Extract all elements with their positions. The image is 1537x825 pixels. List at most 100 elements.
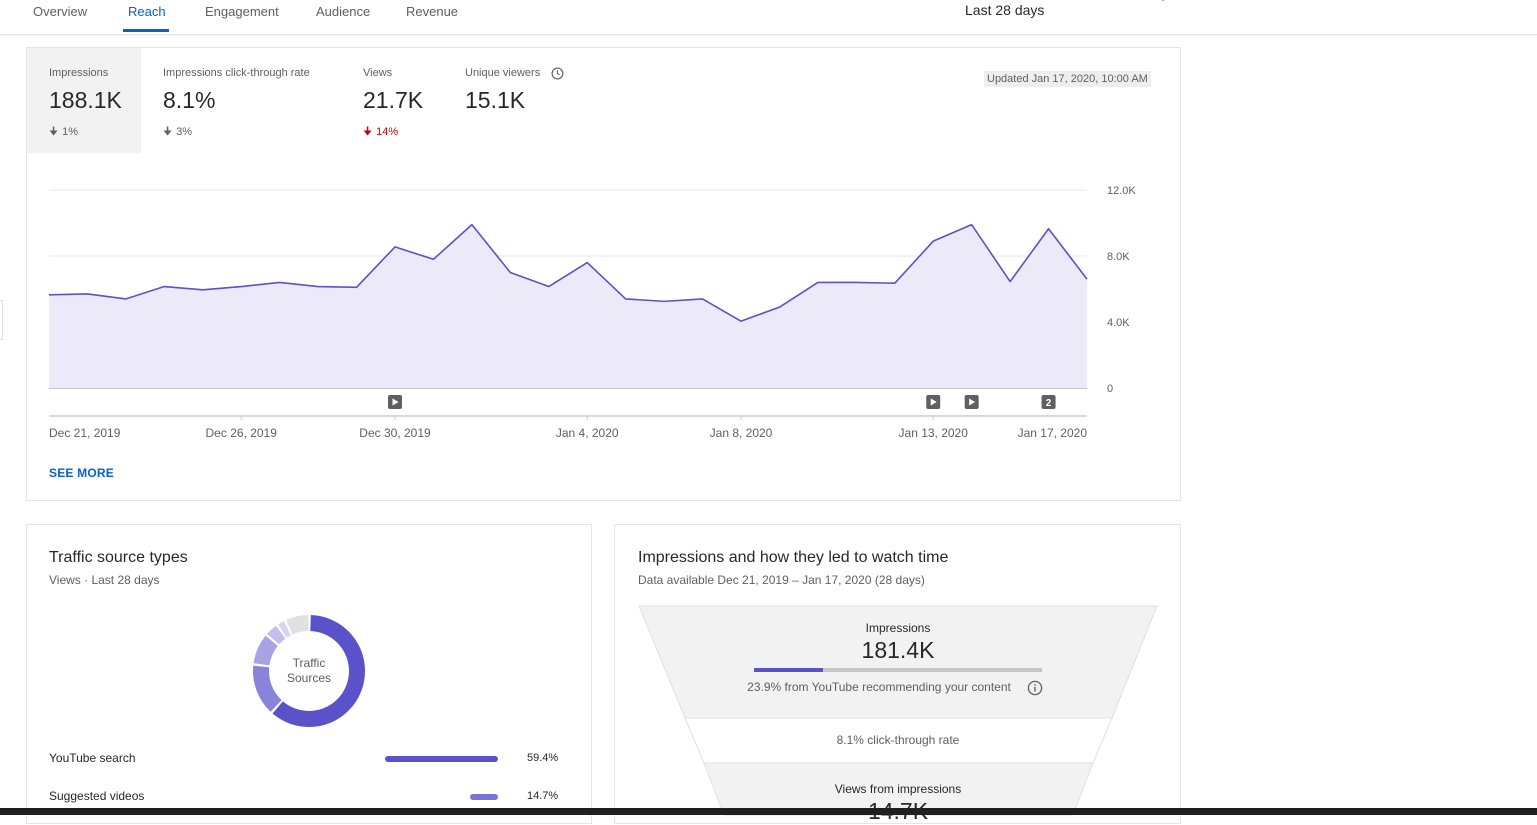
arrow-down-icon: 🠋 <box>363 126 373 138</box>
tab-engagement[interactable]: Engagement <box>205 4 279 19</box>
traffic-row-bar <box>385 756 498 762</box>
metric-delta: 🠋 1% <box>49 123 78 142</box>
metric-tab-ctr[interactable]: Impressions click-through rate 8.1% 🠋 3% <box>141 48 331 153</box>
data-point[interactable] <box>776 304 782 310</box>
donut-segment[interactable] <box>272 615 365 727</box>
data-point[interactable] <box>354 284 360 290</box>
funnel-stage-label: Views from impressions <box>834 782 962 796</box>
donut-center-label: Traffic Sources <box>274 656 344 686</box>
arrow-down-icon: 🠋 <box>49 126 59 138</box>
metric-tab-unique-viewers[interactable]: Unique viewers 15.1K <box>443 48 583 153</box>
metric-value: 8.1% <box>163 87 216 113</box>
traffic-donut-chart <box>253 615 365 727</box>
metric-delta-text: 3% <box>176 126 193 138</box>
y-tick-label: 0 <box>1107 383 1113 395</box>
x-tick-label: Jan 17, 2020 <box>1018 426 1088 440</box>
impressions-series-line <box>48 223 1088 322</box>
tab-reach[interactable]: Reach <box>128 4 166 19</box>
donut-segment[interactable] <box>278 621 291 638</box>
metric-delta-text: 1% <box>62 126 79 138</box>
funnel-stage-note: 23.9% from YouTube recommending your con… <box>747 680 1011 694</box>
see-more-link[interactable]: SEE MORE <box>49 466 114 480</box>
tab-overview[interactable]: Overview <box>33 4 88 19</box>
reach-overview-card: Impressions 188.1K 🠋 1% Impressions click… <box>26 47 1181 501</box>
area-fill <box>49 224 1087 388</box>
chevron-down-icon[interactable] <box>1158 0 1168 1</box>
funnel-shape <box>638 605 1158 816</box>
clock-icon[interactable] <box>551 67 564 80</box>
tab-audience[interactable]: Audience <box>316 4 371 19</box>
donut-segment[interactable] <box>286 615 309 635</box>
metric-tab-impressions[interactable]: Impressions 188.1K 🠋 1% <box>27 48 141 153</box>
data-point[interactable] <box>123 296 129 302</box>
data-point[interactable] <box>815 279 821 285</box>
data-point[interactable] <box>738 318 744 324</box>
period-selector[interactable]: Last 28 days <box>965 2 1045 18</box>
data-point[interactable] <box>623 296 629 302</box>
analytics-tab-bar: Overview Reach Engagement Audience Reven… <box>0 0 1537 35</box>
traffic-row-percent: 14.7% <box>527 790 559 802</box>
donut-segment[interactable] <box>267 625 286 645</box>
data-point[interactable] <box>469 222 475 228</box>
recommendation-progress-fill <box>754 668 823 672</box>
metric-label: Impressions click-through rate <box>163 67 310 79</box>
funnel-stage-value: 181.4K <box>861 637 935 663</box>
x-tick-label: Jan 13, 2020 <box>899 426 969 440</box>
data-point[interactable] <box>200 287 206 293</box>
data-point[interactable] <box>84 291 90 297</box>
info-icon[interactable] <box>1027 680 1043 696</box>
metric-value: 188.1K <box>49 87 122 113</box>
metric-delta-text: 14% <box>376 126 399 138</box>
data-point[interactable] <box>315 284 321 290</box>
data-point[interactable] <box>1046 226 1052 232</box>
data-point[interactable] <box>700 296 706 302</box>
video-published-icon[interactable] <box>964 395 979 409</box>
traffic-row-label: YouTube search <box>49 751 136 765</box>
data-point[interactable] <box>430 256 436 262</box>
x-tick-label: Jan 4, 2020 <box>556 426 619 440</box>
data-point[interactable] <box>46 292 52 298</box>
metric-tab-views[interactable]: Views 21.7K 🠋 14% <box>341 48 441 153</box>
donut-center-line: Traffic <box>292 656 326 670</box>
card-title: Impressions and how they led to watch ti… <box>638 549 949 566</box>
data-point[interactable] <box>930 238 936 244</box>
metric-label: Unique viewers <box>465 67 541 79</box>
tab-revenue[interactable]: Revenue <box>406 4 459 19</box>
data-point[interactable] <box>161 284 167 290</box>
metric-label: Impressions <box>49 67 109 79</box>
data-point[interactable] <box>546 284 552 290</box>
video-published-icon[interactable] <box>926 395 941 409</box>
traffic-row-label: Suggested videos <box>49 789 145 803</box>
data-point[interactable] <box>507 270 513 276</box>
updated-timestamp: Updated Jan 17, 2020, 10:00 AM <box>984 71 1151 87</box>
impressions-funnel-card: Impressions and how they led to watch ti… <box>614 524 1181 824</box>
data-point[interactable] <box>661 298 667 304</box>
data-point[interactable] <box>969 222 975 228</box>
data-point[interactable] <box>892 280 898 286</box>
data-point[interactable] <box>1007 279 1013 285</box>
card-title: Traffic source types <box>49 549 188 566</box>
side-panel-handle[interactable] <box>0 300 3 340</box>
y-tick-label: 4.0K <box>1107 317 1130 329</box>
traffic-source-card: Traffic source types Views · Last 28 day… <box>26 524 592 824</box>
y-tick-label: 12.0K <box>1107 185 1136 197</box>
data-point[interactable] <box>853 279 859 285</box>
donut-segment[interactable] <box>253 665 282 712</box>
x-tick-label: Dec 21, 2019 <box>49 426 121 440</box>
data-point[interactable] <box>1084 276 1090 282</box>
donut-segment[interactable] <box>253 635 278 666</box>
active-tab-indicator <box>123 29 169 32</box>
data-point[interactable] <box>392 244 398 250</box>
metric-value: 21.7K <box>363 87 424 113</box>
x-tick-label: Dec 26, 2019 <box>206 426 278 440</box>
video-published-icon[interactable] <box>388 395 402 409</box>
x-tick-label: Dec 30, 2019 <box>359 426 431 440</box>
metric-delta: 🠋 3% <box>163 123 192 142</box>
data-point[interactable] <box>238 284 244 290</box>
x-tick-label: Jan 8, 2020 <box>710 426 773 440</box>
recommendation-progress-bar <box>754 668 1042 672</box>
video-count-badge[interactable]: 2 <box>1041 395 1056 409</box>
data-point[interactable] <box>584 260 590 266</box>
data-point[interactable] <box>277 279 283 285</box>
traffic-row-bar <box>470 794 498 800</box>
